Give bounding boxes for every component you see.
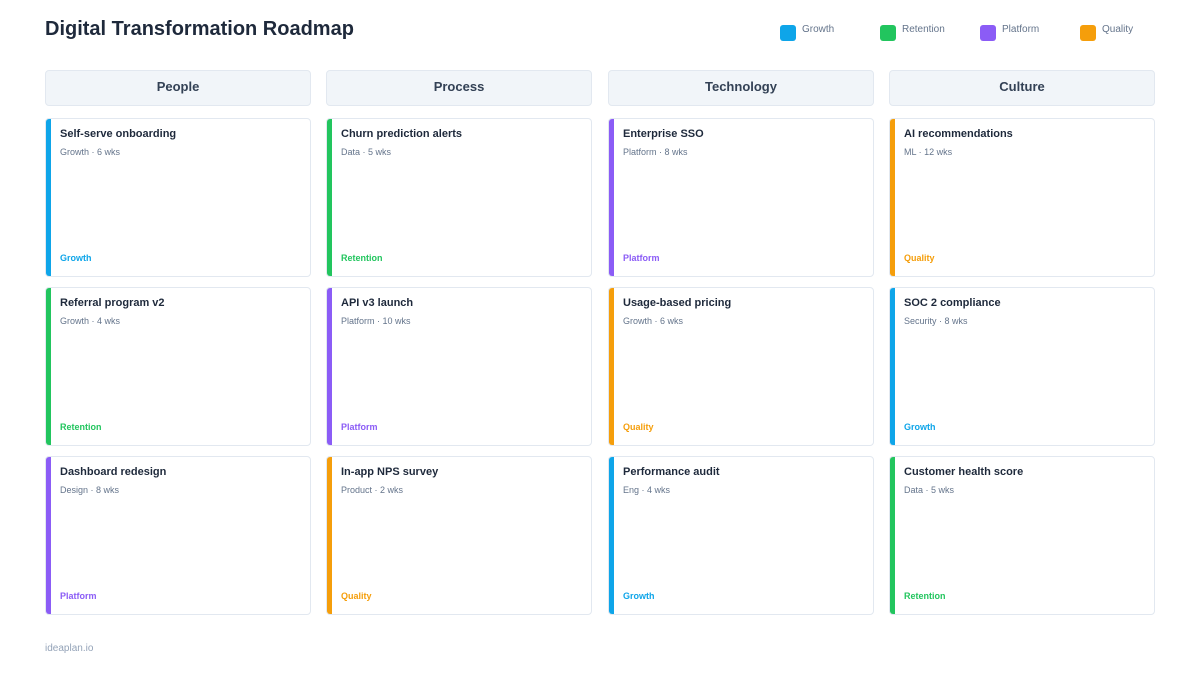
card-color-stripe <box>890 457 895 614</box>
roadmap-card[interactable]: AI recommendations ML · 12 wks Quality <box>889 118 1155 277</box>
card-tag: Platform <box>341 422 378 432</box>
card-meta: Growth · 4 wks <box>60 316 121 326</box>
card-color-stripe <box>46 119 51 276</box>
legend-label-platform: Platform <box>1002 24 1040 35</box>
card-color-stripe <box>327 288 332 445</box>
card-meta: Product · 2 wks <box>341 485 404 495</box>
card-tag: Growth <box>904 422 936 432</box>
legend-swatch-growth <box>780 25 796 41</box>
roadmap-card[interactable]: Usage-based pricing Growth · 6 wks Quali… <box>608 287 874 446</box>
card-color-stripe <box>327 457 332 614</box>
card-meta: Data · 5 wks <box>341 147 392 157</box>
card-meta: ML · 12 wks <box>904 147 953 157</box>
roadmap-card[interactable]: Dashboard redesign Design · 8 wks Platfo… <box>45 456 311 615</box>
card-tag: Platform <box>60 591 97 601</box>
column-header-technology: Technology <box>608 70 874 106</box>
card-tag: Retention <box>341 253 383 263</box>
legend-swatch-quality <box>1080 25 1096 41</box>
legend-label-quality: Quality <box>1102 24 1134 35</box>
roadmap-card[interactable]: SOC 2 compliance Security · 8 wks Growth <box>889 287 1155 446</box>
card-tag: Growth <box>60 253 92 263</box>
legend-swatch-retention <box>880 25 896 41</box>
card-color-stripe <box>46 457 51 614</box>
legend: Growth Retention Platform Quality <box>780 22 1160 46</box>
card-title: Performance audit <box>623 466 720 478</box>
card-title: Usage-based pricing <box>623 297 732 309</box>
card-tag: Quality <box>904 253 935 263</box>
card-title: Enterprise SSO <box>623 128 704 140</box>
card-title: SOC 2 compliance <box>904 297 1001 309</box>
roadmap-card[interactable]: Referral program v2 Growth · 4 wks Reten… <box>45 287 311 446</box>
card-meta: Platform · 10 wks <box>341 316 411 326</box>
card-tag: Platform <box>623 253 660 263</box>
card-color-stripe <box>609 119 614 276</box>
card-meta: Security · 8 wks <box>904 316 968 326</box>
legend-label-retention: Retention <box>902 24 945 35</box>
card-meta: Platform · 8 wks <box>623 147 688 157</box>
card-meta: Design · 8 wks <box>60 485 120 495</box>
roadmap-card[interactable]: Performance audit Eng · 4 wks Growth <box>608 456 874 615</box>
roadmap-card[interactable]: Customer health score Data · 5 wks Reten… <box>889 456 1155 615</box>
roadmap-card[interactable]: Self-serve onboarding Growth · 6 wks Gro… <box>45 118 311 277</box>
roadmap-card[interactable]: In-app NPS survey Product · 2 wks Qualit… <box>326 456 592 615</box>
card-color-stripe <box>890 119 895 276</box>
card-color-stripe <box>609 288 614 445</box>
legend-label-growth: Growth <box>802 24 835 35</box>
card-tag: Growth <box>623 591 655 601</box>
roadmap-card[interactable]: API v3 launch Platform · 10 wks Platform <box>326 287 592 446</box>
card-color-stripe <box>890 288 895 445</box>
card-color-stripe <box>327 119 332 276</box>
card-title: Dashboard redesign <box>60 466 167 478</box>
card-tag: Retention <box>904 591 946 601</box>
card-title: API v3 launch <box>341 297 414 309</box>
legend-swatch-platform <box>980 25 996 41</box>
column-header-process: Process <box>326 70 592 106</box>
card-tag: Retention <box>60 422 102 432</box>
card-meta: Growth · 6 wks <box>623 316 684 326</box>
card-title: AI recommendations <box>904 128 1013 140</box>
page-title: Digital Transformation Roadmap <box>45 18 354 40</box>
card-meta: Growth · 6 wks <box>60 147 121 157</box>
card-title: Self-serve onboarding <box>60 128 177 140</box>
card-tag: Quality <box>341 591 372 601</box>
card-title: In-app NPS survey <box>341 466 439 478</box>
card-color-stripe <box>609 457 614 614</box>
card-color-stripe <box>46 288 51 445</box>
roadmap-card[interactable]: Enterprise SSO Platform · 8 wks Platform <box>608 118 874 277</box>
roadmap-card[interactable]: Churn prediction alerts Data · 5 wks Ret… <box>326 118 592 277</box>
column-header-culture: Culture <box>889 70 1155 106</box>
card-title: Referral program v2 <box>60 297 165 309</box>
footer-attribution: ideaplan.io <box>45 643 94 654</box>
card-title: Churn prediction alerts <box>341 128 463 140</box>
column-header-people: People <box>45 70 311 106</box>
card-meta: Data · 5 wks <box>904 485 955 495</box>
card-title: Customer health score <box>904 466 1024 478</box>
card-meta: Eng · 4 wks <box>623 485 671 495</box>
card-tag: Quality <box>623 422 654 432</box>
